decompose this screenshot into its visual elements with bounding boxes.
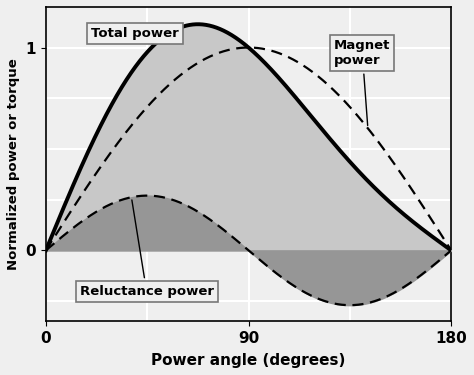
Y-axis label: Normalized power or torque: Normalized power or torque xyxy=(7,58,20,270)
Text: Magnet
power: Magnet power xyxy=(334,39,391,126)
X-axis label: Power angle (degrees): Power angle (degrees) xyxy=(151,353,346,368)
Text: Reluctance power: Reluctance power xyxy=(80,200,214,298)
Text: Total power: Total power xyxy=(91,27,179,40)
